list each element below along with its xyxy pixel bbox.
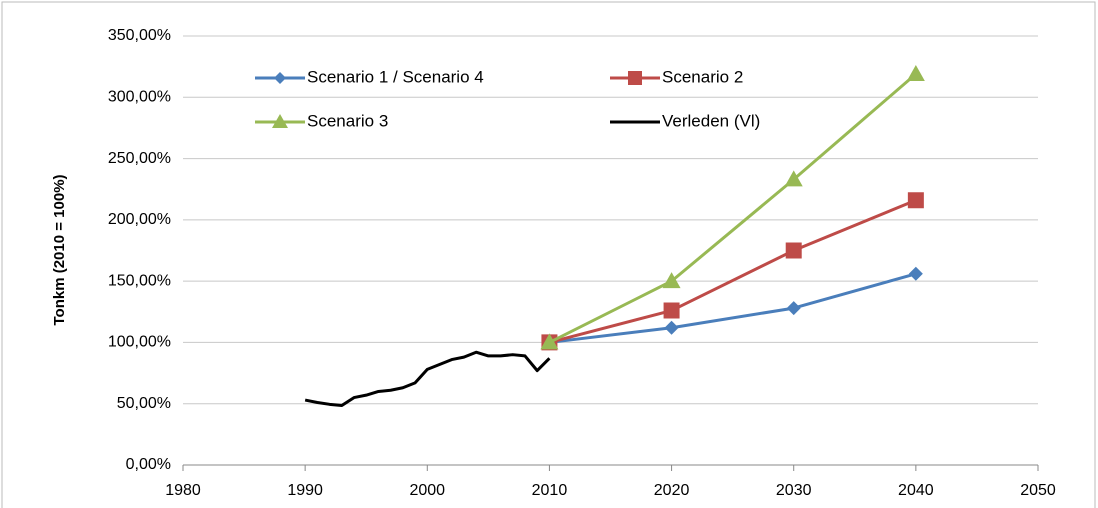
x-tick-label: 2030 [776, 482, 812, 499]
marker [785, 242, 802, 259]
series-line [549, 272, 917, 344]
x-tick-label: 2020 [654, 482, 690, 499]
series-line [549, 198, 917, 344]
marker [784, 170, 803, 187]
x-tick-label: 2050 [1020, 482, 1056, 499]
marker [906, 64, 925, 81]
x-tick-label: 2000 [409, 482, 445, 499]
legend-label: Verleden (Vl) [662, 111, 760, 130]
legend-marker [272, 114, 288, 128]
y-tick-label: 250,00% [108, 150, 171, 167]
marker [908, 266, 923, 281]
legend-marker [628, 71, 642, 85]
y-tick-label: 50,00% [117, 395, 171, 412]
legend-marker [274, 72, 286, 84]
legend-label: Scenario 3 [307, 111, 388, 130]
series-line [304, 350, 551, 408]
y-axis-label: Tonkm (2010 = 100%) [51, 174, 68, 325]
series-line [548, 72, 917, 344]
y-tick-label: 200,00% [108, 211, 171, 228]
y-tick-label: 150,00% [108, 272, 171, 289]
marker [786, 301, 801, 316]
marker [907, 192, 924, 209]
marker [540, 333, 559, 350]
marker [663, 302, 680, 319]
x-tick-label: 2010 [532, 482, 568, 499]
legend-label: Scenario 1 / Scenario 4 [307, 67, 484, 86]
x-tick-label: 1990 [287, 482, 323, 499]
y-tick-label: 100,00% [108, 334, 171, 351]
x-tick-label: 1980 [165, 482, 201, 499]
y-tick-label: 350,00% [108, 27, 171, 44]
y-tick-label: 300,00% [108, 89, 171, 106]
x-tick-label: 2040 [898, 482, 934, 499]
marker [662, 272, 681, 289]
y-tick-label: 0,00% [126, 456, 171, 473]
legend-label: Scenario 2 [662, 67, 743, 86]
marker [664, 320, 679, 335]
